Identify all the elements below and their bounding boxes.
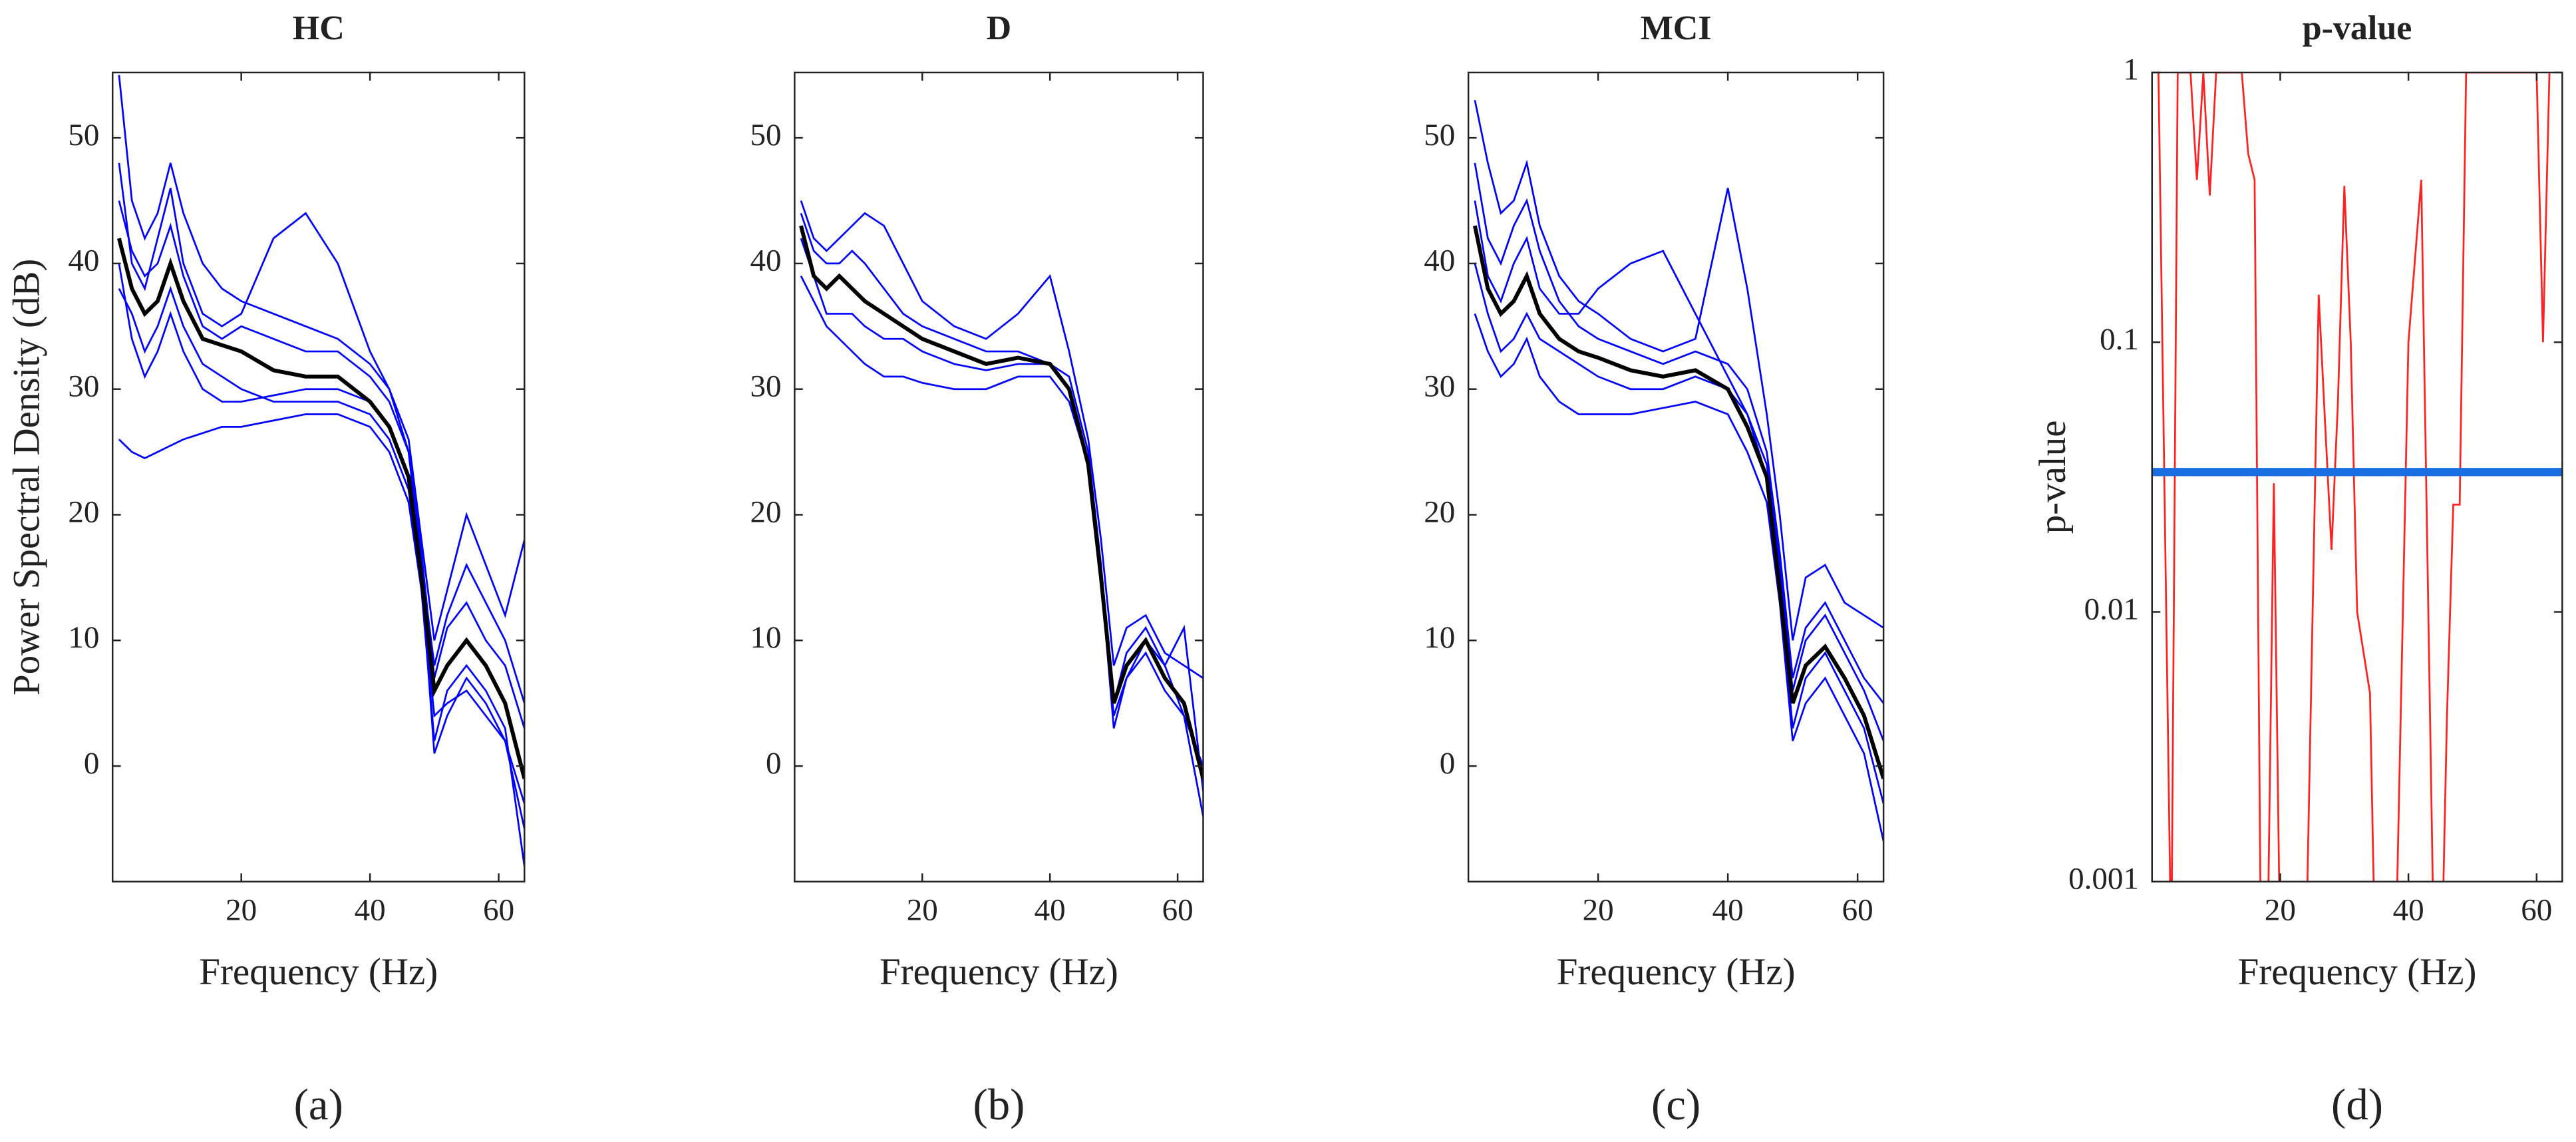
series-line bbox=[118, 75, 525, 641]
x-tick-label: 20 bbox=[2265, 893, 2296, 928]
panel-caption: (b) bbox=[973, 1080, 1025, 1129]
y-tick-label: 20 bbox=[68, 494, 99, 529]
y-axis-label: p-value bbox=[2032, 420, 2074, 534]
series-line bbox=[1472, 225, 1884, 779]
axes-box bbox=[1467, 71, 1885, 882]
panel-caption: (c) bbox=[1651, 1080, 1700, 1129]
y-tick-label: 0.1 bbox=[2100, 322, 2139, 357]
series-line bbox=[800, 276, 1204, 817]
x-tick-label: 20 bbox=[226, 893, 257, 928]
y-axis-label: Power Spectral Density (dB) bbox=[5, 259, 47, 695]
x-tick-label: 40 bbox=[2393, 893, 2424, 928]
x-tick-label: 60 bbox=[483, 893, 514, 928]
x-axis-label: Frequency (Hz) bbox=[2238, 951, 2477, 993]
y-tick-label: 0 bbox=[84, 746, 100, 781]
x-tick-label: 20 bbox=[1583, 893, 1614, 928]
y-tick-label: 30 bbox=[68, 369, 99, 404]
y-tick-label: 0.001 bbox=[2068, 862, 2139, 896]
x-tick-label: 60 bbox=[2521, 893, 2552, 928]
y-tick-label: 20 bbox=[1424, 494, 1455, 529]
x-tick-label: 40 bbox=[1712, 893, 1744, 928]
series-line bbox=[118, 263, 525, 805]
y-tick-label: 40 bbox=[1424, 244, 1455, 278]
chart-title: MCI bbox=[1641, 9, 1712, 47]
x-tick-label: 40 bbox=[1035, 893, 1066, 928]
y-tick-label: 30 bbox=[1424, 369, 1455, 404]
series-line bbox=[1474, 313, 1884, 842]
series-line bbox=[1474, 200, 1884, 741]
panel-caption: (d) bbox=[2331, 1080, 2383, 1129]
x-tick-label: 60 bbox=[1162, 893, 1194, 928]
x-axis-label: Frequency (Hz) bbox=[199, 951, 438, 993]
series-line bbox=[1474, 263, 1884, 805]
series-line bbox=[800, 200, 1204, 679]
y-tick-label: 1 bbox=[2123, 53, 2139, 87]
series-line bbox=[118, 162, 525, 729]
y-tick-label: 40 bbox=[68, 244, 99, 278]
y-tick-label: 20 bbox=[750, 494, 782, 529]
y-tick-label: 10 bbox=[1424, 620, 1455, 655]
axes-box bbox=[111, 71, 526, 882]
panel-caption: (a) bbox=[294, 1080, 343, 1129]
series-line bbox=[800, 238, 1204, 767]
x-tick-label: 20 bbox=[907, 893, 938, 928]
y-tick-label: 50 bbox=[1424, 118, 1455, 152]
y-tick-label: 40 bbox=[750, 244, 782, 278]
series-line bbox=[117, 238, 525, 779]
series-line bbox=[2158, 72, 2551, 882]
y-tick-label: 50 bbox=[68, 118, 99, 152]
y-tick-label: 0 bbox=[766, 746, 782, 781]
y-tick-label: 30 bbox=[750, 369, 782, 404]
plot-area bbox=[117, 75, 525, 867]
series-line bbox=[118, 200, 525, 704]
chart-title: D bbox=[987, 9, 1012, 47]
plot-area bbox=[1472, 100, 1884, 842]
x-tick-label: 40 bbox=[355, 893, 386, 928]
x-tick-label: 60 bbox=[1842, 893, 1873, 928]
axes-box bbox=[794, 71, 1204, 882]
y-tick-label: 10 bbox=[68, 620, 99, 655]
chart-title: p-value bbox=[2303, 9, 2412, 47]
series-line bbox=[1474, 100, 1884, 641]
x-axis-label: Frequency (Hz) bbox=[1557, 951, 1796, 993]
y-tick-label: 50 bbox=[750, 118, 782, 152]
series-line bbox=[800, 212, 1204, 792]
series-line bbox=[1474, 162, 1884, 704]
plot-area bbox=[799, 200, 1204, 817]
series-line bbox=[118, 286, 525, 867]
y-tick-label: 0 bbox=[1440, 746, 1456, 781]
x-axis-label: Frequency (Hz) bbox=[880, 951, 1118, 993]
plot-area bbox=[2152, 72, 2563, 882]
axes-box bbox=[2151, 71, 2563, 882]
chart-title: HC bbox=[293, 9, 345, 47]
y-tick-label: 10 bbox=[750, 620, 782, 655]
series-line bbox=[799, 225, 1204, 779]
y-tick-label: 0.01 bbox=[2084, 592, 2139, 626]
series-line bbox=[118, 413, 525, 829]
